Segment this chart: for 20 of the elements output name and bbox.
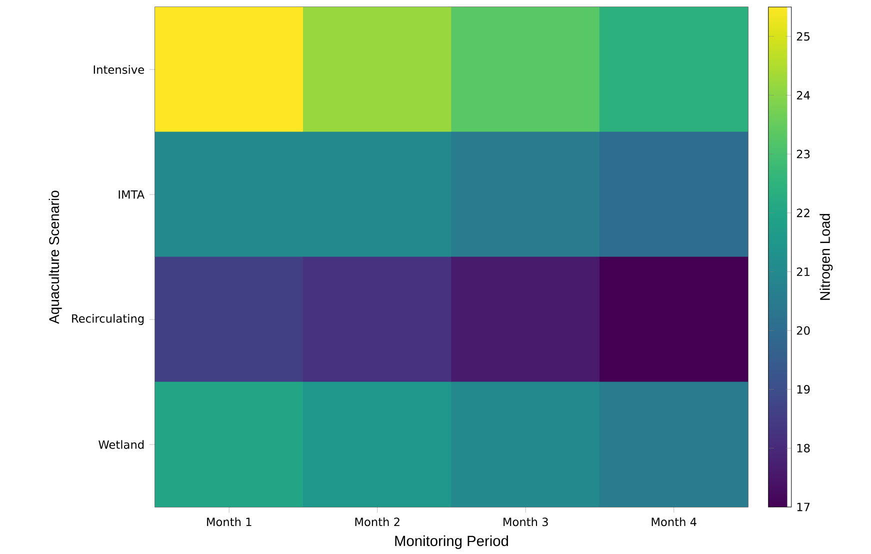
x-axis-title: Monitoring Period	[395, 535, 508, 549]
y-tick-label: IMTA	[118, 190, 145, 199]
color-bar-label: 25	[796, 32, 810, 41]
color-bar-label: 17	[797, 502, 810, 512]
x-tick-label: Month 4	[652, 517, 696, 526]
y-tick-label: Recirculating	[72, 314, 144, 325]
color-bar-label: 24	[796, 91, 810, 100]
color-bar-label: 23	[796, 150, 810, 158]
color-bar-label: 22	[796, 208, 810, 218]
x-tick-label: Month 2	[355, 517, 400, 526]
color-bar-label: 20	[796, 326, 810, 335]
y-tick-label: Intensive	[94, 65, 144, 74]
color-bar-label: 18	[797, 444, 810, 452]
color-bar-label: 19	[797, 385, 810, 394]
color-bar-title: Nitrogen Load	[820, 214, 833, 300]
color-bar-label: 21	[796, 267, 810, 276]
y-axis-title: Aquaculture Scenario	[48, 190, 62, 324]
x-tick-label: Month 3	[504, 517, 548, 526]
x-tick-label: Month 1	[207, 517, 252, 526]
y-tick-label: Wetland	[98, 440, 144, 449]
